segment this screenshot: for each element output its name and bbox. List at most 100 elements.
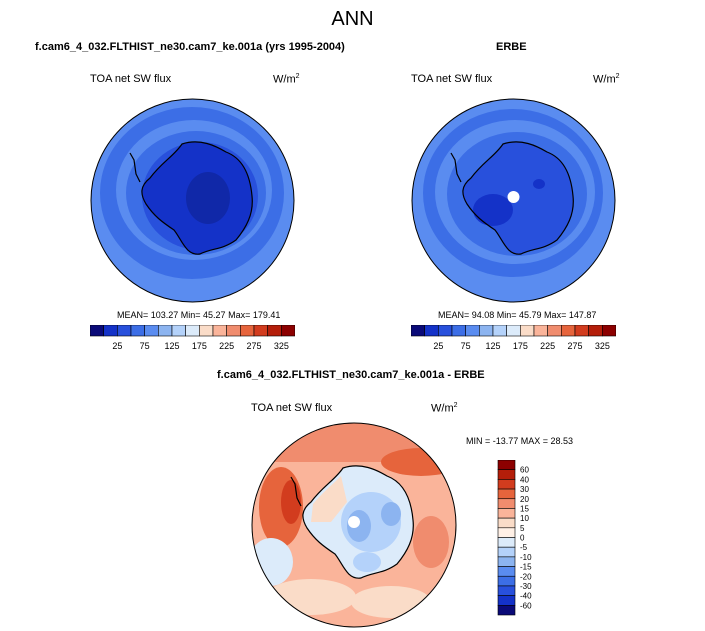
panel-3-colorbar-tick-label: 60 (520, 466, 529, 475)
panel-3-colorbar-tick-label: -40 (520, 592, 532, 601)
panel-1-colorbar-box (144, 325, 159, 337)
panel-1-colorbar-box (199, 325, 214, 337)
panel-1-colorbar-box (90, 325, 104, 337)
panel-1-colorbar-box (130, 325, 145, 337)
panel-3-colorbar-box (497, 556, 516, 567)
panel-1-colorbar-box (117, 325, 132, 337)
panel-2-colorbar-box (561, 325, 576, 337)
panel-1-map-border (90, 98, 295, 303)
panel-1-stats: MEAN= 103.27 Min= 45.27 Max= 179.41 (117, 310, 281, 320)
panel-3-map-border (251, 422, 457, 628)
panel-2-colorbar-box (465, 325, 480, 337)
panel-1-colorbar-box (226, 325, 241, 337)
panel-2-colorbar-box (533, 325, 548, 337)
panel-1-colorbar-tick-label: 25 (112, 341, 122, 351)
panel-1-colorbar: 2575125175225275325375 (90, 325, 295, 351)
panel-1-polar-map (90, 98, 295, 303)
panel-2-colorbar-box (451, 325, 466, 337)
panel-2-colorbar-box (492, 325, 507, 337)
panel-1-title: f.cam6_4_032.FLTHIST_ne30.cam7_ke.001a (… (35, 41, 345, 53)
panel-2-pole-hole (507, 191, 520, 203)
panel-3-colorbar-tick-label: 30 (520, 485, 529, 494)
panel-3-colorbar-box (497, 527, 516, 538)
panel-2-colorbar-tick-label: 175 (513, 341, 528, 351)
panel-3-colorbar-box (497, 537, 516, 548)
panel-2-colorbar-tick-label: 25 (433, 341, 443, 351)
panel-2-polar-map (411, 98, 616, 303)
panel-3-colorbar-box (497, 566, 516, 577)
panel-1-colorbar-box (171, 325, 186, 337)
panel-2-colorbar-box (602, 325, 616, 337)
panel-2-colorbar-tick-label: 275 (567, 341, 582, 351)
panel-1-colorbar-box (185, 325, 200, 337)
panel-1-colorbar-tick-label: 175 (192, 341, 207, 351)
panel-2-map-border (411, 98, 616, 303)
panel-2-colorbar: 2575125175225275325375 (411, 325, 616, 351)
panel-2-colorbar-box (547, 325, 562, 337)
panel-3-units-label: W/m2 (431, 402, 458, 415)
panel-3-colorbar-tick-label: 40 (520, 475, 529, 484)
panel-2-stats: MEAN= 94.08 Min= 45.79 Max= 147.87 (438, 310, 597, 320)
panel-1-colorbar-box (240, 325, 255, 337)
panel-2-colorbar-box (424, 325, 439, 337)
panel-1-colorbar-tick-label: 225 (219, 341, 234, 351)
panel-2-colorbar-box (411, 325, 425, 337)
panel-3-colorbar-box (497, 479, 516, 490)
panel-3-polar-map (251, 422, 457, 628)
panel-3-colorbar-tick-label: -15 (520, 563, 532, 572)
panel-2-colorbar-tick-label: 225 (540, 341, 555, 351)
panel-3-colorbar-tick-label: 15 (520, 504, 529, 513)
panel-2-title: ERBE (496, 41, 527, 53)
panel-3-colorbar-box (497, 605, 516, 616)
panel-3-colorbar-box (497, 469, 516, 480)
panel-1-colorbar-box (158, 325, 173, 337)
panel-3-colorbar-tick-label: 5 (520, 524, 525, 533)
panel-2-colorbar-tick-label: 325 (595, 341, 610, 351)
panel-1-colorbar-box (281, 325, 295, 337)
panel-2-colorbar-box (438, 325, 453, 337)
panel-3-colorbar-tick-label: -30 (520, 582, 532, 591)
panel-3-colorbar-box (497, 595, 516, 606)
panel-2-colorbar-tick-label: 125 (485, 341, 500, 351)
panel-1-colorbar-box (253, 325, 268, 337)
panel-3-colorbar-box (497, 517, 516, 529)
panel-2-colorbar-box (574, 325, 589, 337)
panel-2-colorbar-box (520, 325, 535, 337)
panel-2-variable-label: TOA net SW flux (411, 73, 493, 85)
panel-3-colorbar-tick-label: 20 (520, 495, 529, 504)
panel-1-colorbar-tick-label: 75 (140, 341, 150, 351)
panel-1-colorbar-box (212, 325, 227, 337)
panel-3-colorbar-tick-label: 0 (520, 534, 525, 543)
panel-3-colorbar-box (497, 546, 516, 558)
panel-2-antarctica-coastline (462, 141, 574, 255)
main-title: ANN (331, 8, 374, 30)
panel-3-colorbar-box (497, 498, 516, 509)
panel-1-variable-label: TOA net SW flux (90, 73, 172, 85)
panel-2-colorbar-box (506, 325, 521, 337)
panel-3-colorbar-tick-label: -10 (520, 553, 532, 562)
panel-3-title: f.cam6_4_032.FLTHIST_ne30.cam7_ke.001a -… (217, 369, 485, 381)
panel-1-antarctica-coastline (141, 141, 253, 255)
panel-3-pole-hole (348, 516, 360, 528)
panel-3-colorbar-box (497, 575, 516, 587)
panel-1-colorbar-box (267, 325, 282, 337)
panel-1-colorbar-box (103, 325, 118, 337)
panel-1-colorbar-tick-label: 275 (246, 341, 261, 351)
panel-3-colorbar-box (497, 460, 516, 470)
panel-3-colorbar-box (497, 585, 516, 596)
panel-2-units-label: W/m2 (593, 73, 620, 86)
panel-3-colorbar-box (497, 508, 516, 519)
panel-2-colorbar-box (479, 325, 494, 337)
panel-2-colorbar-box (588, 325, 603, 337)
panel-1-colorbar-tick-label: 125 (164, 341, 179, 351)
panel-3-stats: MIN = -13.77 MAX = 28.53 (466, 436, 574, 446)
panel-3-antarctica-coastline (302, 465, 414, 579)
panel-3-colorbar-tick-label: 10 (520, 514, 529, 523)
panel-1-colorbar-tick-label: 325 (274, 341, 289, 351)
panel-3-colorbar-tick-label: -20 (520, 572, 532, 581)
panel-3-colorbar-tick-label: -60 (520, 601, 532, 610)
panel-1-units-label: W/m2 (273, 73, 300, 86)
panel-2-colorbar-tick-label: 75 (461, 341, 471, 351)
panel-3-colorbar-tick-label: -5 (520, 543, 528, 552)
